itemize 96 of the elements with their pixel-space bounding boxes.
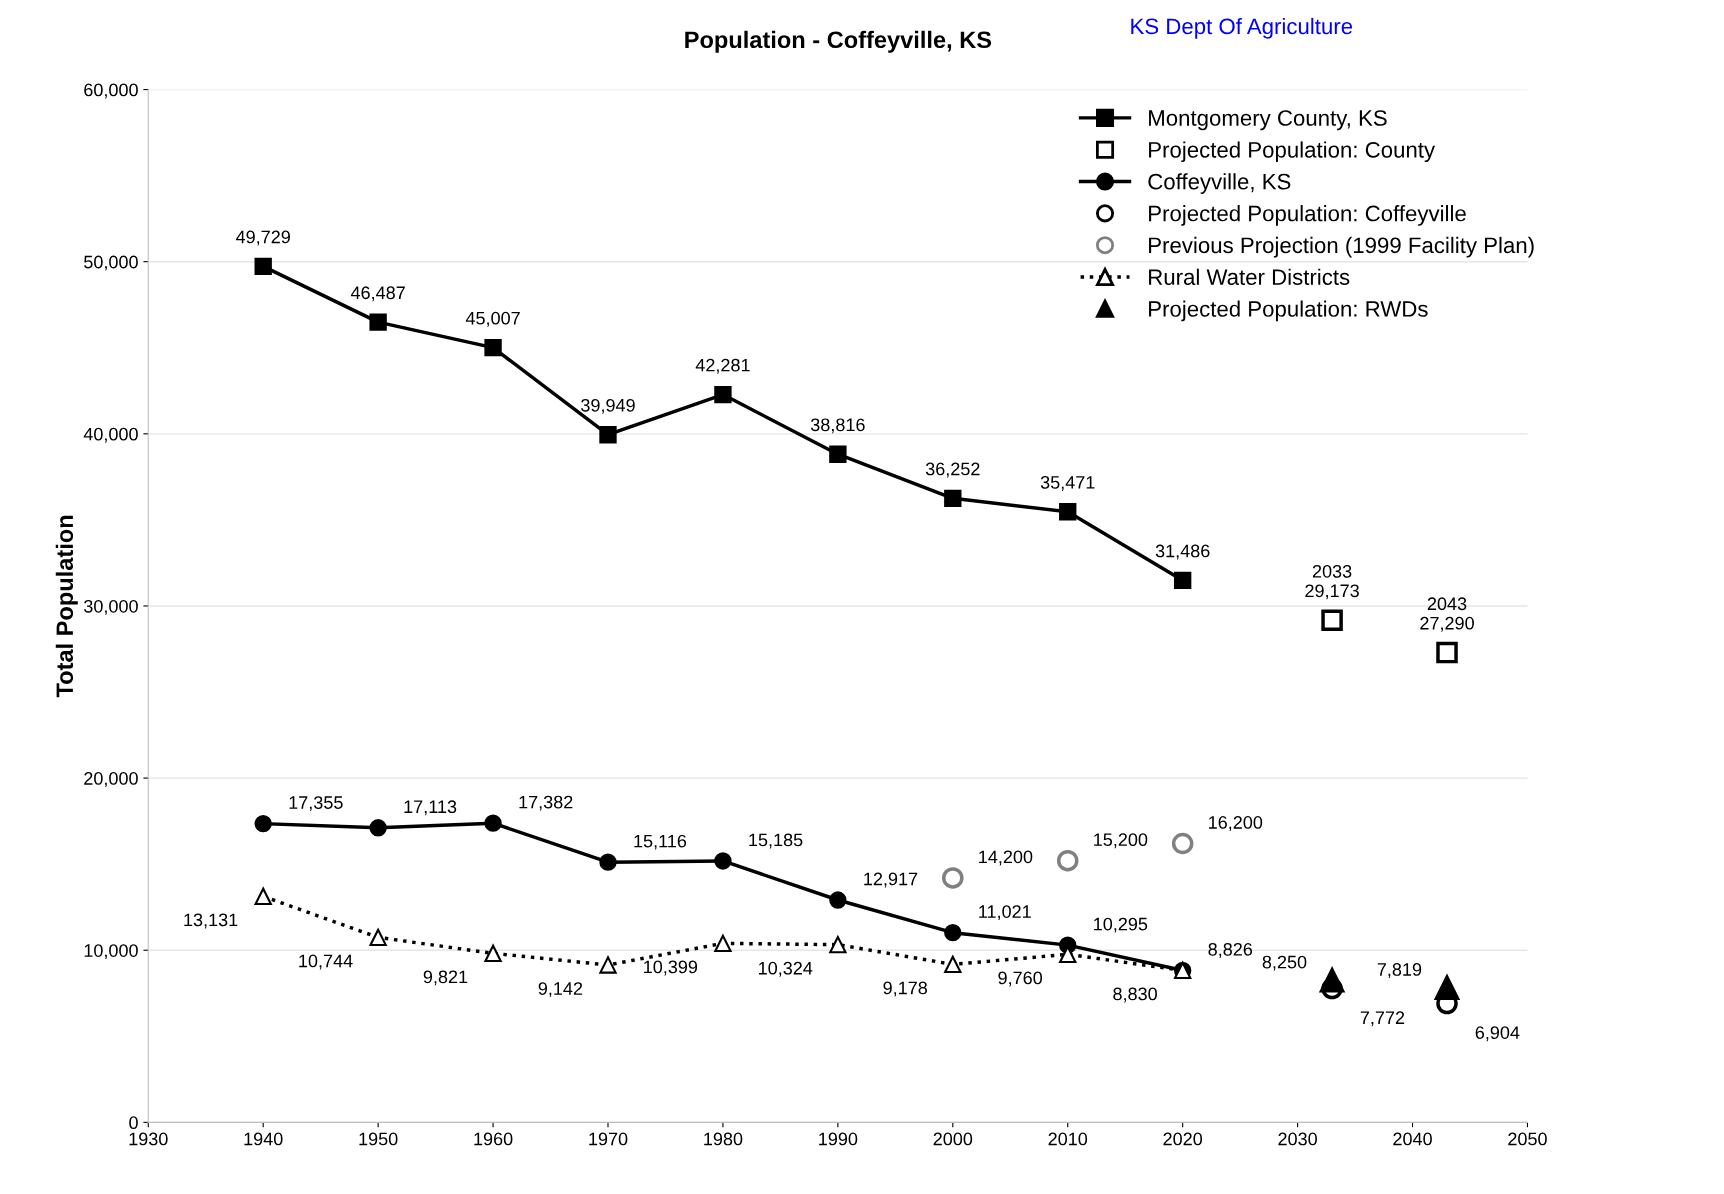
point <box>484 338 502 357</box>
data-label: 15,200 <box>1094 833 1148 849</box>
point <box>369 928 387 947</box>
data-label: 12,917 <box>864 872 918 888</box>
point <box>829 891 847 909</box>
y-tick-label: 40,000 <box>83 427 138 443</box>
point <box>1436 641 1458 664</box>
x-tick-label: 1960 <box>474 1132 513 1146</box>
data-label: 35,471 <box>1040 475 1095 491</box>
y-tick-label: 0 <box>129 1116 138 1130</box>
data-label: 17,355 <box>289 796 343 812</box>
data-label: 45,007 <box>465 311 520 327</box>
chart-title: Population - Coffeyville, KS <box>685 30 992 53</box>
point <box>484 944 502 962</box>
legend-label: Projected Population: County <box>1149 141 1436 163</box>
point <box>1173 571 1192 590</box>
x-tick-label: 2000 <box>933 1132 973 1146</box>
x-tick-label: 2050 <box>1508 1132 1547 1146</box>
data-label: 9,178 <box>883 981 928 997</box>
data-label: 10,324 <box>759 961 813 977</box>
point <box>944 489 962 508</box>
data-label: 46,487 <box>350 286 405 302</box>
y-tick-label: 50,000 <box>84 255 138 271</box>
legend-label: Rural Water Districts <box>1149 268 1350 285</box>
data-label: 8,826 <box>1208 942 1253 958</box>
point <box>369 819 387 837</box>
legend-label: Previous Projection (1999 Facility Plan) <box>1149 236 1534 258</box>
x-tick-label: 1990 <box>819 1132 858 1146</box>
data-label: 6,904 <box>1475 1026 1520 1042</box>
point <box>1433 973 1461 1000</box>
y-tick-label: 20,000 <box>84 772 138 787</box>
point <box>829 445 847 463</box>
data-label: 17,382 <box>519 795 573 811</box>
point <box>1059 503 1077 521</box>
data-label: 8,830 <box>1113 987 1157 1003</box>
data-label: 49,729 <box>236 230 290 246</box>
y-axis-title: Total Population <box>55 515 78 698</box>
text: KS Dept Of Agriculture <box>1131 17 1353 39</box>
point <box>714 385 732 404</box>
data-label: 7,772 <box>1360 1011 1405 1027</box>
point <box>829 935 847 954</box>
data-label: 9,821 <box>423 970 468 986</box>
data-label: 2033 29,173 <box>1305 564 1359 600</box>
legend-label: Montgomery County, KS <box>1149 110 1387 131</box>
point <box>942 867 964 889</box>
x-tick-label: 2040 <box>1393 1132 1432 1146</box>
data-label: 15,185 <box>749 833 803 849</box>
point <box>254 887 272 906</box>
data-label: 38,816 <box>810 418 865 434</box>
x-tick-label: 1970 <box>589 1132 628 1146</box>
legend-label: Projected Population: RWDs <box>1149 300 1428 322</box>
point <box>599 426 617 444</box>
point <box>484 814 502 832</box>
data-label: 2043 27,290 <box>1420 597 1474 632</box>
data-label: 9,142 <box>538 982 583 998</box>
data-label: 13,131 <box>184 913 238 929</box>
x-tick-label: 1940 <box>244 1132 283 1146</box>
y-tick-label: 10,000 <box>84 944 138 960</box>
x-tick-label: 2020 <box>1163 1132 1203 1146</box>
x-tick-label: 1930 <box>129 1132 168 1146</box>
point <box>599 853 617 871</box>
data-label: 42,281 <box>695 358 750 374</box>
point <box>714 852 732 870</box>
data-label: 31,486 <box>1155 544 1210 560</box>
data-label: 17,113 <box>404 800 457 816</box>
x-tick-label: 2010 <box>1048 1132 1088 1146</box>
data-label: 10,295 <box>1094 917 1148 933</box>
point <box>254 814 272 833</box>
data-label: 36,252 <box>925 462 980 478</box>
y-tick-label: 60,000 <box>84 83 138 99</box>
data-label: 10,399 <box>644 960 698 976</box>
point <box>714 934 732 953</box>
x-tick-label: 2030 <box>1278 1132 1317 1146</box>
y-tick-label: 30,000 <box>84 599 138 615</box>
x-tick-label: 1950 <box>359 1132 398 1146</box>
point <box>944 955 962 974</box>
data-label: 15,116 <box>634 834 687 850</box>
point <box>1056 849 1079 872</box>
data-label: 14,200 <box>979 850 1033 866</box>
point <box>1171 832 1194 855</box>
x-tick-label: 1980 <box>704 1132 743 1146</box>
legend-label: Coffeyville, KS <box>1148 173 1291 194</box>
data-label: 9,760 <box>998 971 1043 987</box>
legend-label: Projected Population: Coffeyville <box>1149 205 1466 226</box>
data-label: 39,949 <box>581 398 635 414</box>
point <box>1319 968 1345 993</box>
point <box>254 257 272 276</box>
data-label: 7,819 <box>1377 963 1422 978</box>
data-label: 16,200 <box>1209 816 1263 831</box>
point <box>1321 609 1343 631</box>
data-label: 11,021 <box>979 905 1031 921</box>
point <box>369 313 387 331</box>
point <box>944 923 962 942</box>
point <box>599 956 617 974</box>
data-label: 10,744 <box>299 954 353 970</box>
data-label: 8,250 <box>1262 955 1307 971</box>
